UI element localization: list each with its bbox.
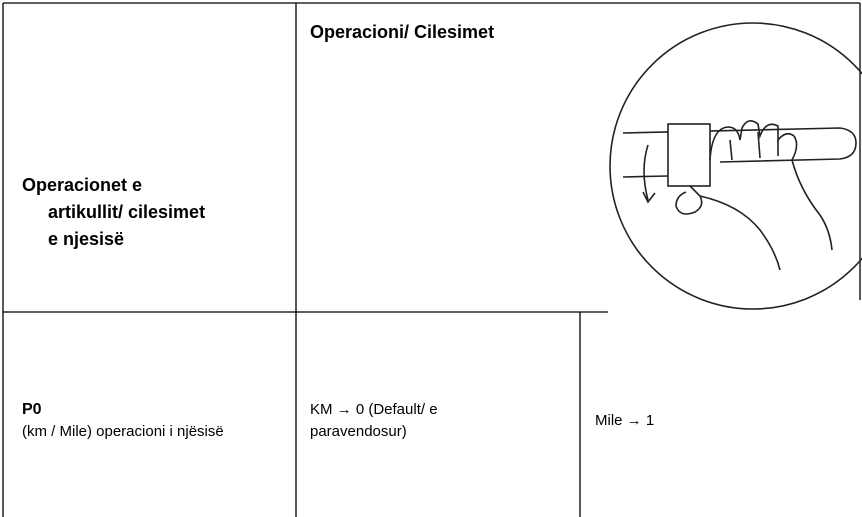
row-description: (km / Mile) operacioni i njësisë [22, 423, 224, 440]
header-right: Operacioni/ Cilesimet [310, 22, 495, 42]
header-left-line: e njesisë [48, 229, 125, 249]
header-left-line: Operacionet e [22, 175, 143, 195]
header-left-line: artikullit/ cilesimet [48, 202, 206, 222]
option-0-line: paravendosur) [310, 423, 407, 440]
row-code: P0 [22, 401, 42, 418]
option-1: Mile → 1 [595, 412, 655, 429]
hand-illustration [609, 22, 862, 310]
option-0-line: KM → 0 (Default/ e [310, 401, 438, 418]
